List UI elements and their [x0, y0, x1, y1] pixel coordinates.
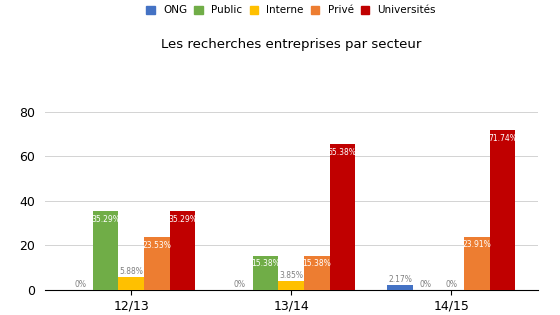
Text: 0%: 0% [419, 280, 432, 289]
Text: 0%: 0% [234, 280, 246, 289]
Bar [464, 237, 489, 290]
Bar [387, 285, 413, 290]
Bar [489, 130, 515, 290]
Bar [93, 211, 118, 290]
Text: 2.17%: 2.17% [388, 275, 412, 284]
Bar [144, 238, 170, 290]
Text: 35.29%: 35.29% [168, 215, 197, 224]
Text: 15.38%: 15.38% [251, 259, 280, 268]
Text: 23.53%: 23.53% [142, 241, 171, 250]
Bar [278, 281, 304, 290]
Bar [304, 255, 330, 290]
Bar [118, 277, 144, 290]
Text: 65.38%: 65.38% [328, 148, 357, 157]
Text: 0%: 0% [74, 280, 86, 289]
Bar [253, 255, 278, 290]
Text: 0%: 0% [445, 280, 457, 289]
Text: 35.29%: 35.29% [91, 215, 120, 224]
Bar [170, 211, 195, 290]
Text: 5.88%: 5.88% [119, 266, 143, 276]
Text: Les recherches entreprises par secteur: Les recherches entreprises par secteur [161, 38, 421, 51]
Text: 3.85%: 3.85% [279, 271, 303, 280]
Bar [330, 144, 355, 290]
Text: 71.74%: 71.74% [488, 134, 517, 143]
Legend: ONG, Public, Interne, Privé, Universités: ONG, Public, Interne, Privé, Universités [146, 5, 436, 15]
Text: 15.38%: 15.38% [302, 259, 331, 268]
Text: 23.91%: 23.91% [463, 240, 491, 249]
